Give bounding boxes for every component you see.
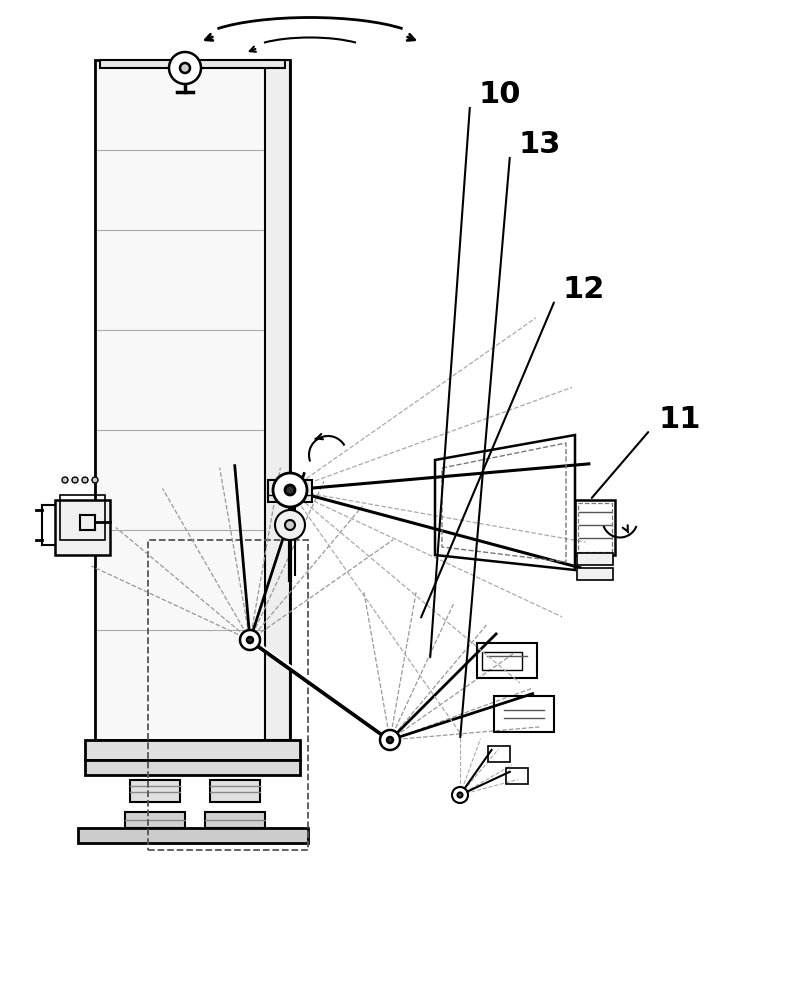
Text: 11: 11: [658, 405, 700, 434]
Bar: [78, 828, 308, 843]
Text: 10: 10: [478, 80, 521, 109]
Text: 12: 12: [563, 275, 606, 304]
Bar: [125, 812, 185, 828]
Bar: [85, 760, 300, 775]
Bar: [60, 495, 105, 540]
Circle shape: [273, 473, 307, 507]
Circle shape: [72, 477, 78, 483]
Bar: [577, 553, 613, 565]
Bar: [148, 540, 308, 850]
Bar: [575, 500, 615, 555]
Bar: [205, 812, 265, 828]
Bar: [265, 60, 290, 740]
Circle shape: [458, 792, 462, 798]
Circle shape: [380, 730, 400, 750]
Circle shape: [240, 630, 260, 650]
Bar: [577, 568, 613, 580]
Bar: [578, 503, 612, 552]
Bar: [130, 780, 180, 802]
Bar: [95, 60, 290, 740]
Circle shape: [169, 52, 201, 84]
Text: 13: 13: [518, 130, 560, 159]
Bar: [55, 500, 110, 555]
Bar: [482, 652, 522, 670]
Circle shape: [275, 510, 305, 540]
Bar: [210, 780, 260, 802]
Bar: [100, 60, 285, 68]
Bar: [268, 480, 312, 502]
Circle shape: [285, 485, 295, 495]
Circle shape: [62, 477, 68, 483]
Circle shape: [247, 637, 253, 643]
Circle shape: [285, 520, 295, 530]
Circle shape: [387, 737, 393, 743]
Circle shape: [82, 477, 88, 483]
Circle shape: [180, 63, 190, 73]
Bar: [85, 740, 300, 760]
Circle shape: [92, 477, 98, 483]
Circle shape: [452, 787, 468, 803]
